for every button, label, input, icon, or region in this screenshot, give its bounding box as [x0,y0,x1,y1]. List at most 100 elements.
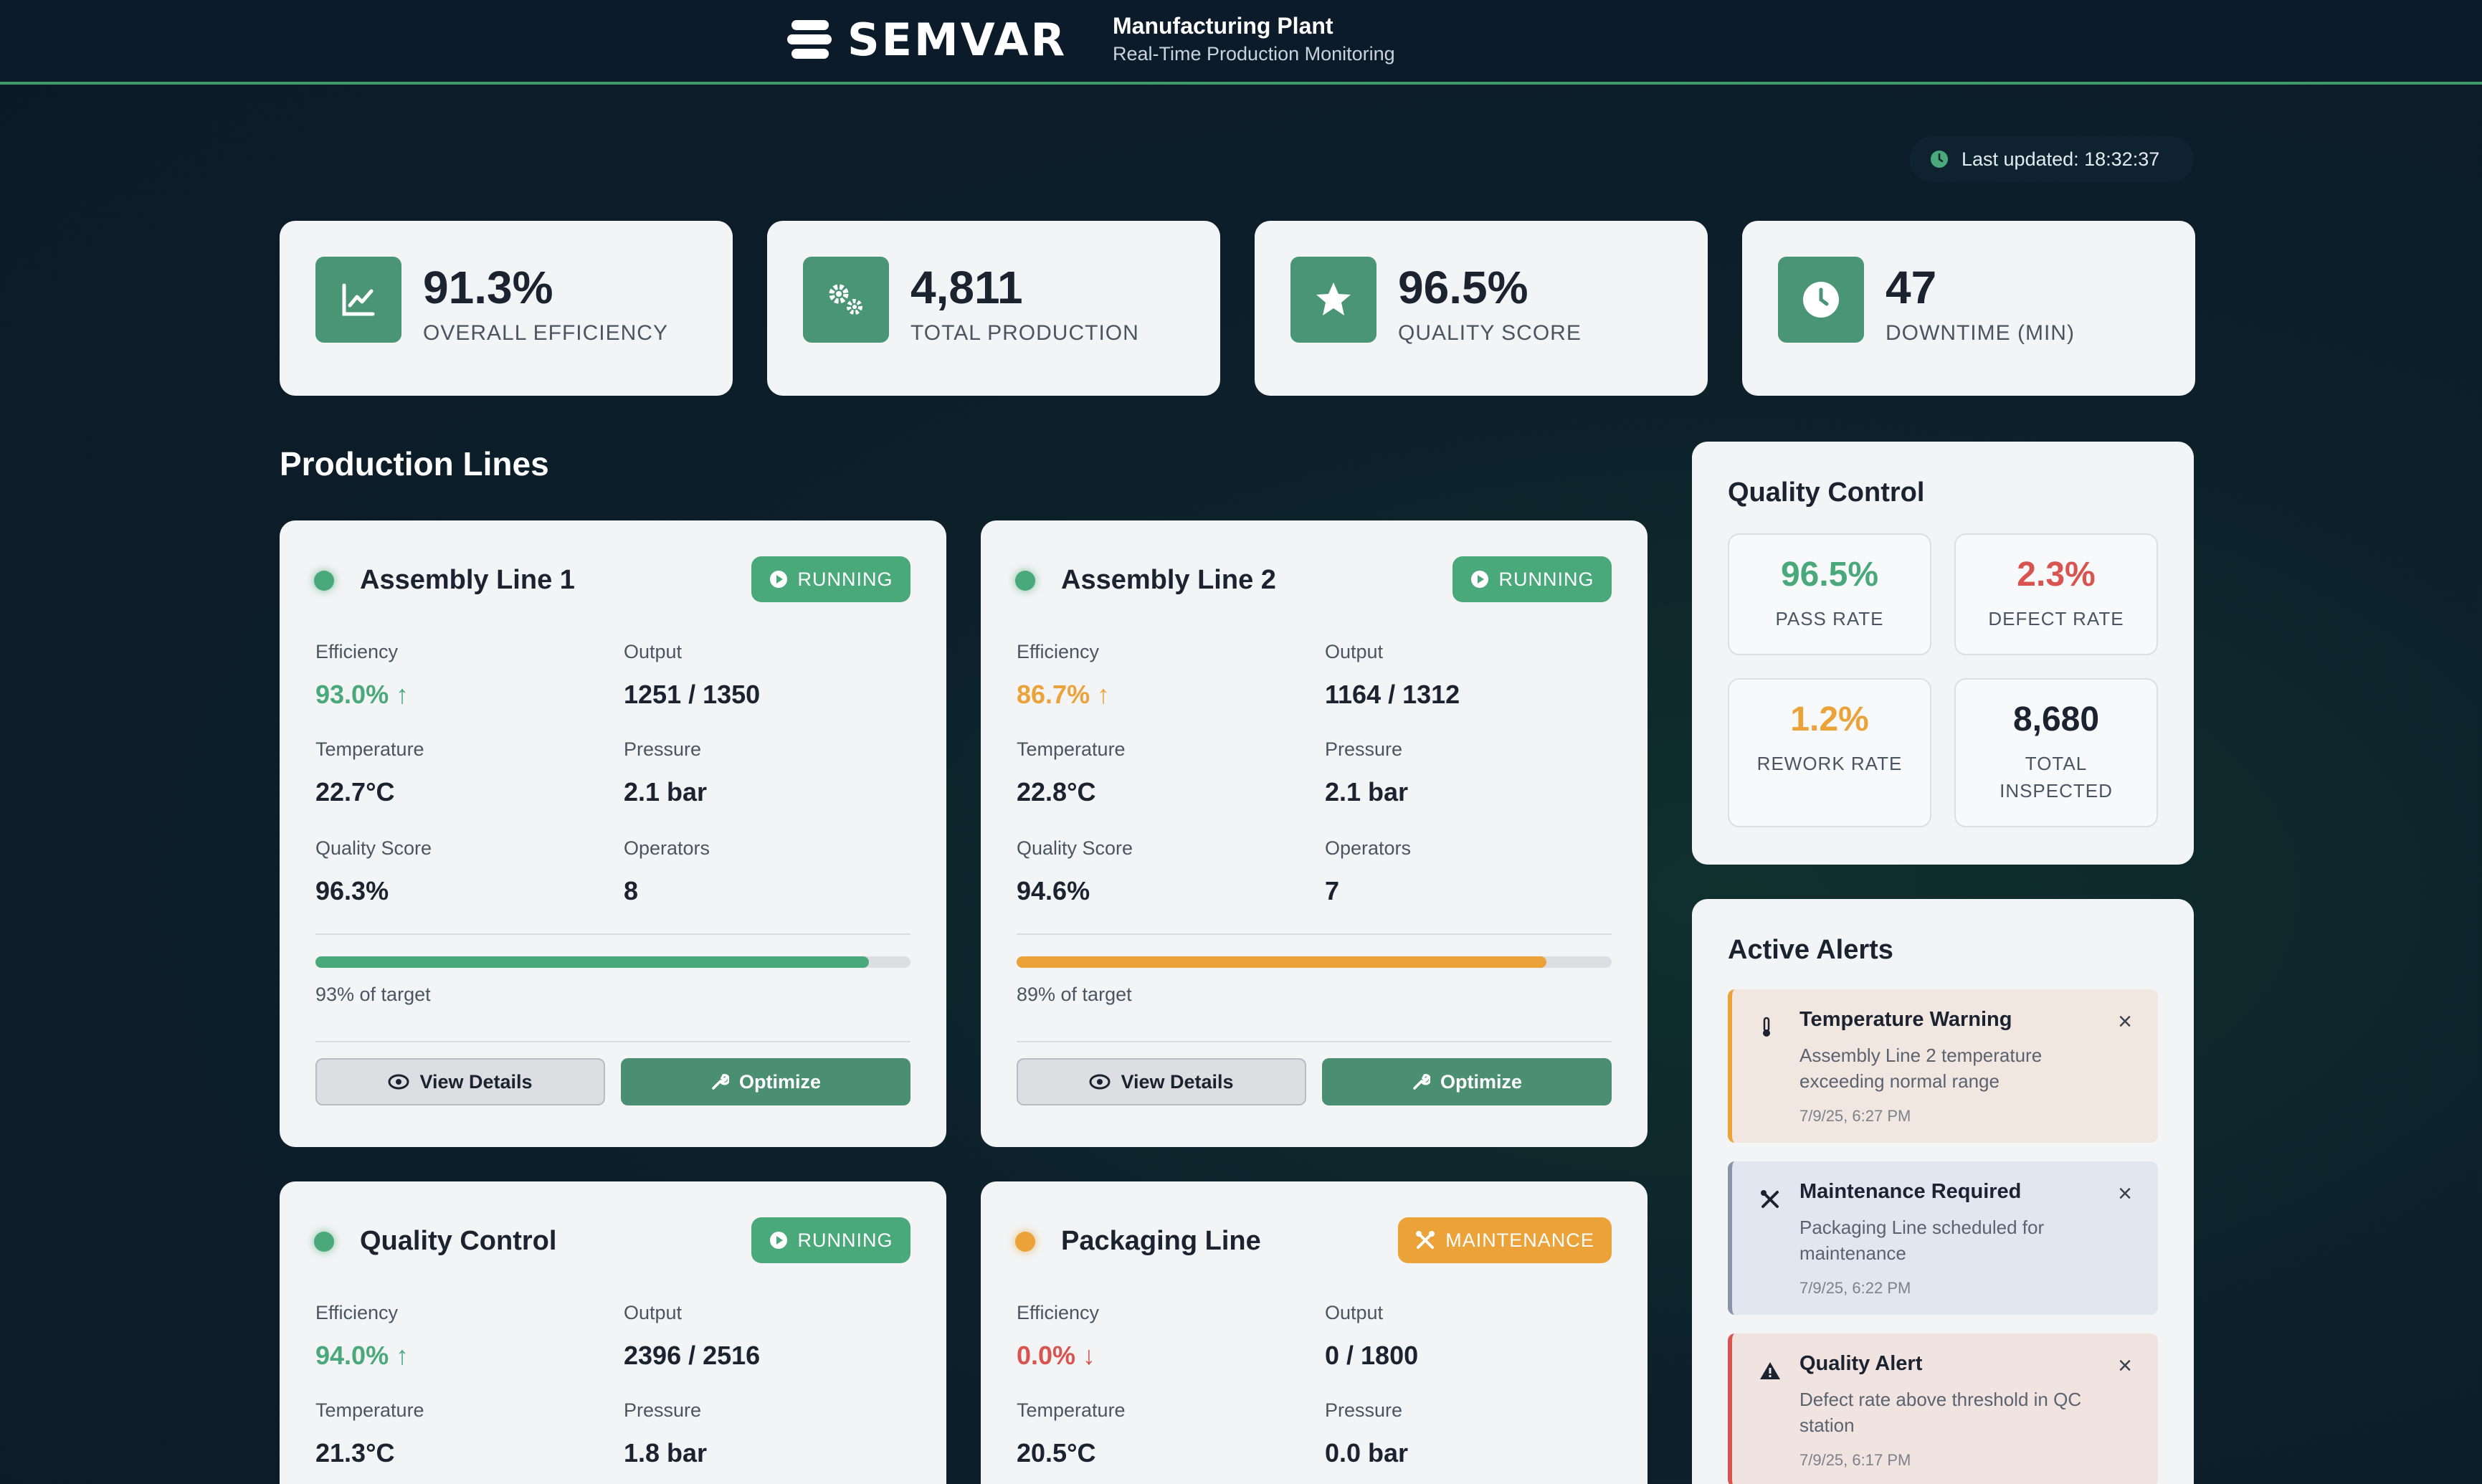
status-dot [314,1232,334,1252]
efficiency-label: Efficiency [315,641,399,662]
optimize-button[interactable]: Optimize [621,1058,910,1105]
qc-label-line: TOTAL [2025,753,2088,774]
alert-title: Maintenance Required [1799,1180,2022,1203]
progress-bar [315,956,910,968]
view-details-button[interactable]: View Details [1017,1058,1306,1105]
warning-icon [1760,1362,1780,1379]
qc-rework-rate: 1.2% REWORK RATE [1728,678,1931,827]
qc-label: PASS RATE [1775,608,1884,629]
progress-text: 93% of target [315,984,431,1005]
efficiency-value: 86.7% ↑ [1017,680,1111,709]
divider [1017,933,1612,935]
progress-text: 89% of target [1017,984,1132,1005]
qc-value: 1.2% [1790,700,1869,738]
alert-time: 7/9/25, 6:22 PM [1799,1279,1911,1297]
close-icon[interactable]: × [2118,1352,2132,1379]
alert-title: Quality Alert [1799,1352,1923,1375]
alert-message: Assembly Line 2 temperature exceeding no… [1799,1045,2043,1092]
alert-item[interactable]: Temperature Warning Assembly Line 2 temp… [1728,989,2158,1143]
output-value: 2396 / 2516 [624,1341,761,1370]
wrench-icon [1413,1074,1430,1090]
line-card-quality-control: Quality Control RUNNING Efficiency 94.0%… [280,1181,946,1484]
wrench-icon [712,1074,729,1090]
kpi-value: 96.5% [1398,262,1528,313]
quality-value: 96.3% [315,876,389,905]
pressure-value: 2.1 bar [624,777,708,807]
quality-label: Quality Score [315,837,432,859]
qc-label: TOTAL INSPECTED [1956,750,2157,804]
eye-icon [388,1074,409,1090]
pressure-label: Pressure [624,1399,702,1421]
qc-total-inspected: 8,680 TOTAL INSPECTED [1954,678,2158,827]
pressure-label: Pressure [1325,1399,1403,1421]
play-circle-icon [1470,571,1488,588]
panel-title: Active Alerts [1728,935,1893,965]
thermometer-icon [1763,1017,1770,1037]
status-text: RUNNING [797,568,893,590]
star-icon [1290,257,1376,343]
status-badge: MAINTENANCE [1398,1217,1612,1263]
progress-bar [1017,956,1612,968]
output-label: Output [624,1302,683,1323]
alert-item[interactable]: Maintenance Required Packaging Line sche… [1728,1161,2158,1315]
qc-value: 2.3% [2017,556,2096,594]
divider [315,1041,910,1042]
temperature-label: Temperature [1017,1399,1126,1421]
efficiency-label: Efficiency [1017,641,1100,662]
app-header: SEMVAR Manufacturing Plant Real-Time Pro… [0,0,2482,85]
output-label: Output [624,641,683,662]
chart-line-icon [315,257,401,343]
qc-label-line: INSPECTED [2000,780,2113,802]
close-icon[interactable]: × [2118,1008,2132,1035]
close-icon[interactable]: × [2118,1180,2132,1207]
gears-icon [803,257,889,343]
section-title: Production Lines [280,445,549,482]
status-text: RUNNING [1498,568,1594,590]
kpi-value: 4,811 [910,262,1023,313]
efficiency-value: 94.0% ↑ [315,1341,409,1370]
status-badge: RUNNING [1452,556,1612,602]
progress-fill [315,956,869,968]
play-circle-icon [769,571,787,588]
temperature-value: 22.7°C [315,777,395,807]
pressure-value: 1.8 bar [624,1438,708,1468]
optimize-button[interactable]: Optimize [1322,1058,1612,1105]
line-name: Assembly Line 1 [360,565,575,595]
kpi-label: OVERALL EFFICIENCY [423,321,668,345]
kpi-label: TOTAL PRODUCTION [910,321,1139,345]
tools-icon [1761,1190,1779,1208]
alert-item[interactable]: Quality Alert Defect rate above threshol… [1728,1333,2158,1484]
operators-value: 8 [624,876,639,905]
kpi-value: 91.3% [423,262,553,313]
brand-logo[interactable]: SEMVAR [787,14,1067,66]
qc-value: 96.5% [1780,556,1879,594]
qc-pass-rate: 96.5% PASS RATE [1728,533,1931,655]
last-updated-badge: Last updated: 18:32:37 [1910,136,2194,182]
operators-label: Operators [1325,837,1412,859]
view-details-button[interactable]: View Details [315,1058,605,1105]
status-dot [1015,1232,1035,1252]
progress-fill [1017,956,1546,968]
temperature-label: Temperature [315,1399,424,1421]
play-circle-icon [769,1232,787,1249]
temperature-value: 22.8°C [1017,777,1096,807]
kpi-value: 47 [1886,262,1937,313]
plant-title: Manufacturing Plant [1113,13,1333,39]
quality-label: Quality Score [1017,837,1133,859]
temperature-value: 21.3°C [315,1438,395,1468]
status-badge: RUNNING [751,556,910,602]
alert-message: Defect rate above threshold in QC statio… [1799,1389,2082,1436]
pressure-label: Pressure [624,738,702,760]
output-label: Output [1325,641,1384,662]
line-name: Assembly Line 2 [1061,565,1276,595]
efficiency-label: Efficiency [1017,1302,1100,1323]
clock-icon [1778,257,1864,343]
pressure-value: 0.0 bar [1325,1438,1409,1468]
operators-label: Operators [624,837,710,859]
divider [1017,1041,1612,1042]
kpi-total-production: 4,811 TOTAL PRODUCTION [767,221,1220,396]
temperature-label: Temperature [315,738,424,760]
qc-label: DEFECT RATE [1988,608,2124,629]
output-value: 1164 / 1312 [1325,680,1460,709]
last-updated-text: Last updated: 18:32:37 [1962,148,2160,170]
